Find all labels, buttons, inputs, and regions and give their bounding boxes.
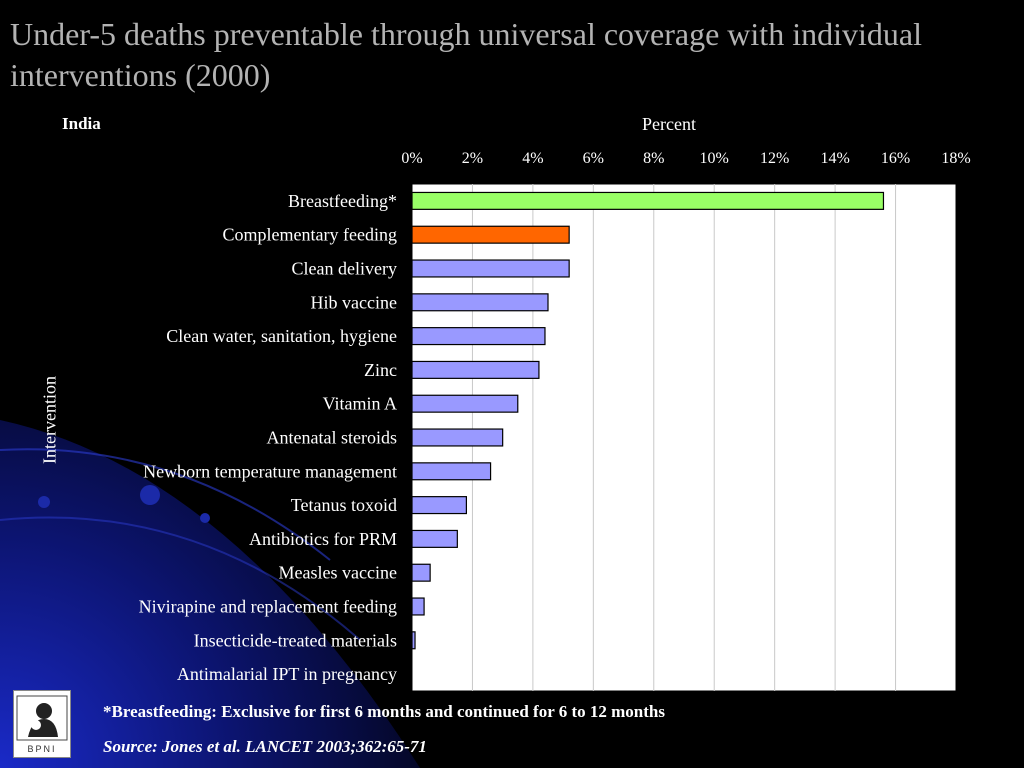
- y-category-label: Breastfeeding*: [288, 191, 397, 211]
- y-category-label: Antenatal steroids: [267, 428, 397, 448]
- y-category-label: Antimalarial IPT in pregnancy: [177, 664, 397, 684]
- x-tick-label: 14%: [820, 150, 849, 167]
- footnote: *Breastfeeding: Exclusive for first 6 mo…: [103, 702, 665, 721]
- y-category-label: Newborn temperature management: [143, 461, 397, 481]
- x-tick-label: 2%: [462, 150, 483, 167]
- y-category-label: Clean delivery: [292, 259, 397, 279]
- x-tick-label: 12%: [760, 150, 789, 167]
- bar: [411, 394, 519, 413]
- x-tick-label: 18%: [941, 150, 970, 167]
- bar: [411, 462, 492, 481]
- source-citation: Source: Jones et al. LANCET 2003;362:65-…: [103, 737, 427, 756]
- bar: [411, 191, 885, 210]
- bar: [411, 360, 540, 379]
- x-axis-title: Percent: [642, 114, 696, 134]
- bar: [411, 496, 468, 515]
- bpni-logo: BPNI: [13, 690, 71, 758]
- y-category-label: Insecticide-treated materials: [194, 630, 397, 650]
- y-category-label: Nivirapine and replacement feeding: [139, 597, 397, 617]
- x-tick-label: 16%: [881, 150, 910, 167]
- bar: [411, 327, 546, 346]
- mother-child-logo-icon: [16, 695, 68, 741]
- bar: [411, 428, 504, 447]
- bar: [411, 563, 431, 582]
- y-category-label: Antibiotics for PRM: [249, 529, 397, 549]
- bar: [411, 529, 458, 548]
- y-category-label: Measles vaccine: [279, 563, 397, 583]
- x-tick-label: 10%: [700, 150, 729, 167]
- bar: [411, 631, 416, 650]
- x-tick-label: 0%: [401, 150, 422, 167]
- bar: [411, 259, 570, 278]
- y-category-label: Tetanus toxoid: [291, 495, 397, 515]
- bar: [411, 597, 425, 616]
- y-category-label: Clean water, sanitation, hygiene: [166, 326, 397, 346]
- y-category-label: Complementary feeding: [223, 225, 397, 245]
- x-tick-label: 4%: [522, 150, 543, 167]
- bar: [411, 293, 549, 312]
- bar: [411, 225, 570, 244]
- y-category-label: Vitamin A: [323, 394, 397, 414]
- y-category-label: Hib vaccine: [311, 292, 397, 312]
- x-tick-label: 6%: [583, 150, 604, 167]
- y-category-label: Zinc: [364, 360, 397, 380]
- country-label: India: [62, 114, 101, 133]
- slide-title: Under-5 deaths preventable through unive…: [10, 16, 922, 93]
- x-tick-label: 8%: [643, 150, 664, 167]
- logo-text: BPNI: [27, 744, 57, 754]
